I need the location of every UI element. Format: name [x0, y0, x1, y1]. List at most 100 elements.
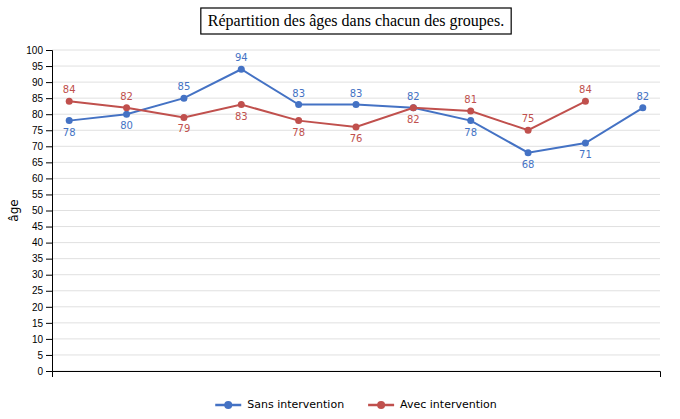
- y-axis-title: âge: [7, 199, 21, 221]
- y-tick-label: 20: [32, 302, 44, 313]
- y-tick: 25: [32, 285, 52, 296]
- y-tick-mark: [46, 50, 52, 51]
- series-point: [295, 117, 302, 124]
- title: Répartition des âges dans chacun des gro…: [208, 12, 504, 30]
- y-tick-mark: [46, 323, 52, 324]
- y-tick-label: 50: [32, 205, 44, 216]
- y-tick: 55: [32, 189, 52, 200]
- y-tick-label: 65: [32, 157, 44, 168]
- grid-line: [52, 258, 660, 259]
- series-point: [66, 98, 73, 105]
- grid-line: [52, 114, 660, 115]
- y-tick-label: 5: [37, 350, 43, 361]
- y-tick-label: 25: [32, 285, 44, 296]
- series-point: [180, 95, 187, 102]
- legend-label: Avec intervention: [400, 398, 497, 411]
- data-label: 79: [178, 123, 191, 134]
- x-axis: [53, 372, 661, 378]
- legend: Sans intervention Avec intervention: [215, 398, 497, 411]
- y-tick: 30: [32, 269, 52, 280]
- y-tick-mark: [46, 243, 52, 244]
- y-tick: 50: [32, 205, 52, 216]
- series-point: [525, 127, 532, 134]
- series-point: [180, 114, 187, 121]
- series-point: [353, 101, 360, 108]
- data-label: 82: [407, 91, 420, 102]
- data-label: 68: [522, 159, 535, 170]
- series-line: [69, 69, 643, 152]
- data-label: 71: [579, 149, 592, 160]
- legend-marker: [377, 401, 385, 409]
- series-point: [410, 104, 417, 111]
- y-tick: 40: [32, 237, 52, 248]
- data-label: 84: [579, 84, 592, 95]
- grid-line: [52, 194, 660, 195]
- y-tick-mark: [46, 355, 52, 356]
- y-tick-label: 70: [32, 141, 44, 152]
- data-label: 84: [63, 84, 76, 95]
- y-tick-label: 95: [32, 61, 44, 72]
- grid-line: [52, 162, 660, 163]
- grid-line: [52, 306, 660, 307]
- y-tick-mark: [46, 291, 52, 292]
- y-tick: 5: [37, 350, 52, 361]
- data-label: 78: [63, 127, 76, 138]
- y-tick-label: 55: [32, 189, 44, 200]
- x-axis-line: [53, 372, 661, 378]
- y-tick-label: 45: [32, 221, 44, 232]
- series-point: [467, 107, 474, 114]
- legend-item: Sans intervention: [215, 398, 344, 411]
- series-point: [639, 104, 646, 111]
- series-point: [295, 101, 302, 108]
- y-tick-mark: [46, 66, 52, 67]
- grid-line: [52, 274, 660, 275]
- title-box: [201, 8, 511, 34]
- grid-line: [52, 322, 660, 323]
- y-tick-label: 30: [32, 269, 44, 280]
- y-tick-label: 90: [32, 77, 44, 88]
- grid-line: [52, 338, 660, 339]
- y-tick-mark: [46, 194, 52, 195]
- y-tick-mark: [46, 259, 52, 260]
- y-tick-label: 15: [32, 318, 44, 329]
- y-tick-mark: [46, 275, 52, 276]
- legend-label: Sans intervention: [247, 398, 344, 411]
- series-point: [123, 104, 130, 111]
- y-tick: 90: [32, 77, 52, 88]
- series-point: [66, 117, 73, 124]
- y-tick-mark: [46, 82, 52, 83]
- grid-line: [52, 242, 660, 243]
- grid-line: [52, 226, 660, 227]
- y-tick-mark: [46, 339, 52, 340]
- y-tick-label: 75: [32, 125, 44, 136]
- series-point: [238, 101, 245, 108]
- data-label: 80: [120, 120, 133, 131]
- data-label: 82: [120, 91, 133, 102]
- y-tick-label: 10: [32, 334, 44, 345]
- y-tick: 65: [32, 157, 52, 168]
- y-tick-mark: [46, 178, 52, 179]
- data-label: 78: [464, 127, 477, 138]
- y-tick: 15: [32, 318, 52, 329]
- y-axis-line: [46, 51, 53, 372]
- grid-line: [52, 82, 660, 83]
- data-label: 75: [522, 113, 535, 124]
- legend-marker: [224, 401, 232, 409]
- grid-line: [52, 354, 660, 355]
- y-tick-mark: [46, 146, 52, 147]
- title-group: Répartition des âges dans chacun des gro…: [201, 8, 511, 34]
- y-tick: 85: [32, 93, 52, 104]
- y-axis: 0510152025303540455055606570758085909510…: [26, 45, 52, 377]
- y-tick-mark: [46, 227, 52, 228]
- data-label: 76: [350, 133, 363, 144]
- y-tick-mark: [46, 130, 52, 131]
- data-label: 83: [235, 111, 248, 122]
- y-tick-label: 85: [32, 93, 44, 104]
- y-tick-mark: [46, 114, 52, 115]
- data-label: 82: [636, 91, 649, 102]
- data-label: 81: [464, 94, 477, 105]
- y-tick-mark: [46, 307, 52, 308]
- y-tick-mark: [46, 211, 52, 212]
- y-tick-label: 100: [26, 45, 43, 56]
- y-tick: 60: [32, 173, 52, 184]
